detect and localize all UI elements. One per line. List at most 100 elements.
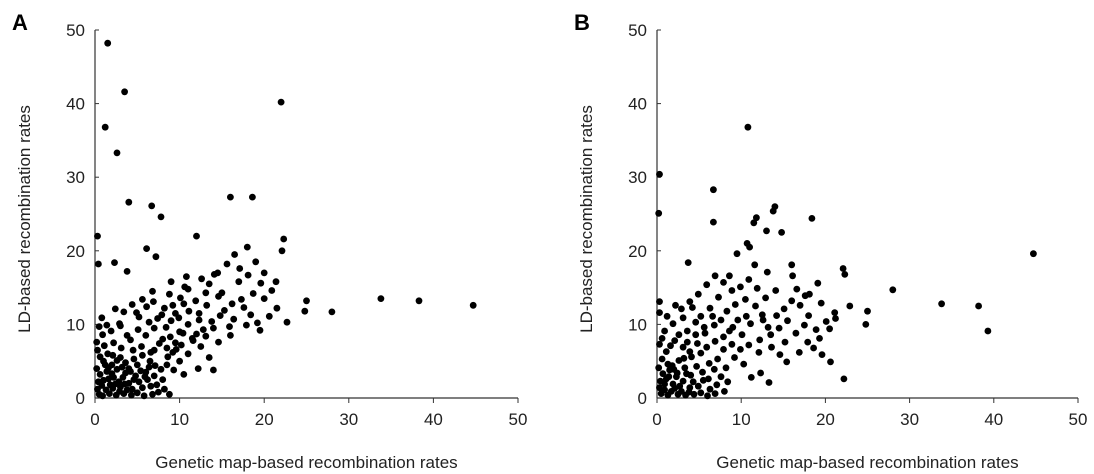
data-point: [697, 349, 705, 357]
data-point: [133, 309, 140, 316]
data-point: [221, 307, 228, 314]
data-point: [415, 297, 423, 305]
data-point: [731, 354, 738, 361]
data-point: [783, 358, 791, 366]
data-point: [145, 363, 153, 371]
data-point: [179, 329, 187, 337]
data-point: [230, 315, 238, 323]
data-point: [104, 350, 112, 358]
y-tick-label: 10: [66, 315, 85, 334]
data-point: [709, 312, 716, 320]
data-point: [128, 301, 136, 308]
data-point: [745, 341, 753, 349]
y-tick-label: 50: [66, 21, 85, 40]
data-point: [810, 344, 817, 352]
data-point: [184, 350, 192, 358]
data-point: [175, 314, 183, 322]
y-tick-label: 40: [66, 95, 85, 114]
data-point: [176, 357, 184, 365]
data-point: [801, 321, 808, 329]
data-point: [678, 305, 685, 313]
data-point: [127, 391, 135, 399]
data-point: [778, 229, 785, 236]
data-point: [686, 298, 694, 305]
data-point: [139, 296, 146, 303]
data-point: [155, 340, 163, 347]
data-point: [740, 360, 748, 368]
data-point: [675, 331, 683, 339]
x-tick-label: 20: [255, 410, 274, 429]
panel-letter: A: [12, 10, 28, 35]
data-point: [99, 392, 106, 400]
data-point: [98, 382, 106, 389]
data-point: [227, 193, 234, 201]
data-point: [166, 333, 174, 341]
data-point: [734, 316, 742, 324]
data-point: [193, 232, 200, 240]
data-point: [127, 336, 134, 344]
data-point: [469, 301, 477, 309]
data-point: [208, 318, 216, 325]
data-point: [737, 283, 744, 291]
data-point: [744, 123, 752, 131]
data-point: [984, 327, 992, 335]
data-point: [742, 296, 749, 303]
data-point: [769, 207, 777, 215]
y-tick-label: 30: [628, 168, 647, 187]
data-point: [111, 305, 119, 313]
data-point: [745, 276, 753, 283]
data-point: [753, 284, 761, 292]
data-point: [773, 312, 780, 319]
data-point: [762, 294, 769, 302]
data-point: [96, 353, 104, 361]
data-point: [93, 338, 101, 346]
data-point: [671, 385, 679, 392]
data-point: [683, 327, 691, 335]
data-point: [167, 278, 175, 286]
data-point: [249, 290, 257, 297]
data-point: [826, 325, 833, 333]
x-tick-label: 10: [170, 410, 189, 429]
data-point: [243, 321, 250, 329]
data-point: [710, 218, 717, 226]
data-point: [236, 265, 244, 272]
data-point: [94, 346, 101, 354]
data-point: [656, 170, 663, 178]
x-tick-label: 0: [652, 410, 661, 429]
data-point: [697, 312, 705, 320]
data-point: [122, 359, 129, 367]
data-point: [243, 243, 251, 251]
data-point: [103, 321, 111, 329]
data-point: [764, 323, 772, 331]
data-point: [724, 378, 732, 386]
data-point: [147, 349, 155, 356]
data-point: [694, 290, 702, 298]
data-point: [227, 332, 234, 339]
data-point: [656, 340, 663, 348]
data-point: [756, 336, 764, 344]
data-point: [814, 279, 822, 287]
data-point: [130, 376, 138, 383]
data-point: [113, 357, 121, 364]
data-point: [120, 308, 128, 316]
data-point: [247, 311, 255, 319]
data-point: [172, 346, 180, 353]
data-point: [111, 259, 118, 266]
data-point: [717, 373, 725, 381]
data-point: [249, 193, 256, 201]
data-point: [195, 310, 203, 317]
data-point: [93, 365, 101, 372]
y-tick-label: 20: [628, 242, 647, 261]
data-point: [688, 353, 695, 361]
data-point: [689, 304, 696, 311]
data-point: [710, 321, 718, 329]
data-point: [123, 268, 131, 275]
data-point: [789, 272, 796, 280]
data-point: [755, 349, 763, 356]
data-point: [728, 340, 736, 348]
x-tick-label: 50: [509, 410, 528, 429]
data-point: [192, 297, 200, 305]
data-point: [150, 298, 157, 305]
data-point: [792, 329, 800, 337]
y-tick-label: 0: [638, 389, 647, 408]
